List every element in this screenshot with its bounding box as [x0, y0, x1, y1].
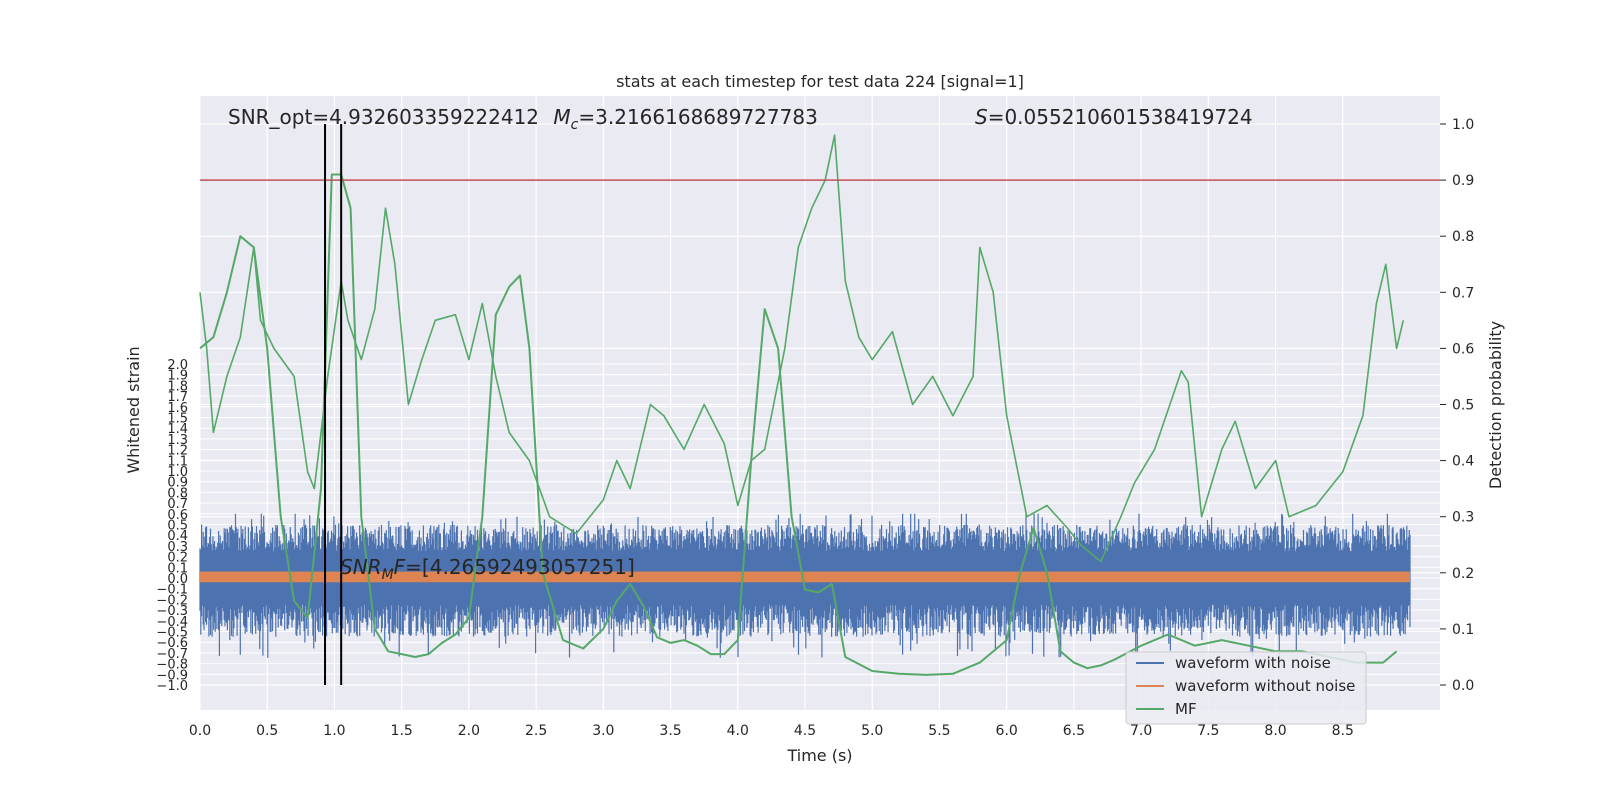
y-right-tick-label: 0.4	[1452, 454, 1474, 470]
y-left-tick-label: 0.8	[167, 486, 188, 501]
x-tick-label: 6.0	[996, 723, 1018, 739]
y-left-tick-label: 1.0	[167, 465, 188, 480]
snr-mf-F: F	[394, 555, 406, 579]
y-left-tick-label: −0.8	[156, 658, 188, 673]
snr-opt-annotation: SNR_opt=4.932603359222412 Mc=3.216616868…	[228, 105, 818, 133]
s-symbol: S	[975, 105, 988, 129]
y-left-tick-label: 0.2	[167, 551, 188, 566]
legend-box	[1125, 651, 1367, 725]
x-tick-label: 8.5	[1332, 723, 1354, 739]
y-left-tick-label: −0.3	[156, 604, 188, 619]
y-right-tick-label: 1.0	[1452, 117, 1474, 133]
legend-label-waveform-with-noise: waveform with noise	[1175, 654, 1331, 672]
y-left-tick-label: −0.1	[156, 583, 188, 598]
legend: waveform with noise waveform without noi…	[1125, 651, 1367, 725]
y-left-tick-label: 0.1	[167, 561, 188, 576]
x-tick-label: 0.0	[189, 723, 211, 739]
y-left-tick-label: 1.3	[167, 433, 188, 448]
y-left-tick-label: 1.4	[167, 422, 188, 437]
x-tick-label: 0.5	[256, 723, 278, 739]
series-layer	[199, 134, 1411, 676]
snr-mf-subscript: M	[382, 567, 394, 583]
x-tick-label: 3.0	[592, 723, 614, 739]
y-left-tick-label: 1.9	[167, 369, 188, 384]
x-tick-label: 7.0	[1130, 723, 1152, 739]
y-left-tick-label: 1.2	[167, 444, 188, 459]
y-axis-label-left: Whitened strain	[124, 346, 143, 473]
ticks-layer: 0.0 0.5 1.0 1.5 2.0 2.5 3.0 3.5 4.0 4.5 5.0 5.5 6.0 6…	[156, 117, 1474, 739]
overlay-layer	[200, 124, 1440, 685]
y-left-tick-label: −0.2	[156, 593, 188, 608]
legend-label-waveform-without-noise: waveform without noise	[1175, 677, 1355, 695]
y-right-tick-label: 0.3	[1452, 510, 1474, 526]
y-right-tick-label: 0.7	[1452, 285, 1474, 301]
y-left-tick-label: 1.5	[167, 412, 188, 427]
x-tick-label: 4.0	[727, 723, 749, 739]
y-right-tick-label: 0.6	[1452, 341, 1474, 357]
y-left-tick-label: 0.0	[167, 572, 188, 587]
y-right-tick-label: 0.2	[1452, 566, 1474, 582]
mc-value: =3.2166168689727783	[578, 105, 817, 129]
y-left-tick-label: −0.7	[156, 647, 188, 662]
chart-title: stats at each timestep for test data 224…	[616, 72, 1024, 91]
mc-symbol: M	[553, 105, 570, 129]
x-tick-label: 3.5	[659, 723, 681, 739]
y-left-tick-label: −1.0	[156, 679, 188, 694]
y-left-tick-label: 1.8	[167, 379, 188, 394]
x-tick-label: 7.5	[1197, 723, 1219, 739]
y-left-tick-label: 0.3	[167, 540, 188, 555]
y-left-tick-label: 1.6	[167, 401, 188, 416]
series-mf	[199, 173, 1398, 676]
y-right-tick-label: 0.5	[1452, 398, 1474, 414]
s-value: =0.055210601538419724	[988, 105, 1253, 129]
series-mf-noisy	[199, 134, 1405, 563]
x-tick-label: 6.5	[1063, 723, 1085, 739]
x-tick-label: 5.0	[861, 723, 883, 739]
y-left-tick-label: 1.1	[167, 454, 188, 469]
x-tick-label: 4.5	[794, 723, 816, 739]
y-right-tick-label: 0.9	[1452, 173, 1474, 189]
y-right-tick-label: 0.8	[1452, 229, 1474, 245]
y-left-tick-label: 0.7	[167, 497, 188, 512]
x-tick-label: 1.5	[391, 723, 413, 739]
x-tick-label: 1.0	[323, 723, 345, 739]
snr-mf-symbol: SNR	[340, 555, 382, 579]
y-left-tick-label: −0.6	[156, 636, 188, 651]
x-tick-label: 2.5	[525, 723, 547, 739]
y-left-tick-label: 0.5	[167, 519, 188, 534]
y-right-tick-label: 0.0	[1452, 678, 1474, 694]
mc-subscript: c	[571, 117, 579, 133]
y-axis-label-right: Detection probability	[1486, 321, 1505, 489]
y-left-tick-label: 0.9	[167, 476, 188, 491]
y-left-tick-label: −0.4	[156, 615, 188, 630]
y-left-tick-label: −0.9	[156, 668, 188, 683]
y-left-tick-label: 0.4	[167, 529, 188, 544]
snr-mf-value: =[4.26592493057251]	[405, 555, 635, 579]
x-tick-label: 5.5	[928, 723, 950, 739]
legend-label-mf: MF	[1175, 700, 1197, 718]
s-annotation: S=0.055210601538419724	[975, 105, 1253, 129]
snr-mf-annotation: SNRMF=[4.26592493057251]	[340, 555, 635, 583]
x-tick-label: 8.0	[1264, 723, 1286, 739]
y-left-tick-label: 2.0	[167, 358, 188, 373]
y-right-tick-label: 0.1	[1452, 622, 1474, 638]
x-axis-label: Time (s)	[786, 746, 852, 765]
y-left-tick-label: −0.5	[156, 626, 188, 641]
y-left-tick-label: 1.7	[167, 390, 188, 405]
series-waveform-without-noise	[200, 571, 1410, 583]
x-tick-label: 2.0	[458, 723, 480, 739]
y-left-tick-label: 0.6	[167, 508, 188, 523]
snr-opt-text: SNR_opt=4.932603359222412	[228, 105, 539, 129]
